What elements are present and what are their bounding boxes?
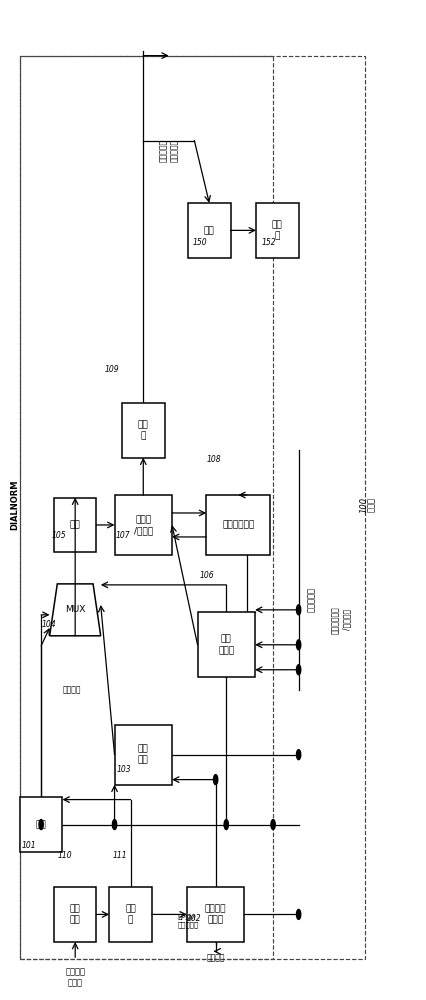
Circle shape <box>296 605 300 615</box>
Text: 107: 107 <box>115 531 130 540</box>
Text: 填充器
/格式器: 填充器 /格式器 <box>133 515 153 535</box>
Text: 响度
处理: 响度 处理 <box>138 745 148 765</box>
Text: 111: 111 <box>112 851 127 860</box>
Text: 级缓
冲器: 级缓 冲器 <box>69 904 81 924</box>
Text: 110: 110 <box>57 851 72 860</box>
Text: 109: 109 <box>105 365 119 374</box>
Text: 音频状态
验证器: 音频状态 验证器 <box>204 904 226 924</box>
Text: 已编码音频
输出比特流: 已编码音频 输出比特流 <box>159 139 178 162</box>
Bar <box>114 495 172 555</box>
Circle shape <box>296 640 300 650</box>
Text: 解码
器: 解码 器 <box>271 220 282 240</box>
Bar <box>122 403 164 458</box>
Bar <box>187 887 244 942</box>
Circle shape <box>213 775 217 785</box>
Text: 108: 108 <box>206 455 220 464</box>
Circle shape <box>112 820 116 830</box>
Bar <box>54 887 96 942</box>
Bar <box>109 887 151 942</box>
Bar <box>187 203 230 258</box>
Circle shape <box>39 820 43 830</box>
Text: 101: 101 <box>22 841 37 850</box>
Bar <box>206 495 270 555</box>
Circle shape <box>296 750 300 760</box>
Text: 解码: 解码 <box>36 820 46 829</box>
Circle shape <box>271 820 275 830</box>
Text: 解析
器: 解析 器 <box>125 904 135 924</box>
Text: 104: 104 <box>42 620 57 629</box>
Text: 响度状态: 响度状态 <box>206 953 225 962</box>
Text: 103: 103 <box>116 765 131 774</box>
Circle shape <box>296 665 300 675</box>
Text: 用户目标响度
/动态范围: 用户目标响度 /动态范围 <box>331 606 350 634</box>
Text: 编码器: 编码器 <box>366 497 374 512</box>
Text: 其他元数据: 其他元数据 <box>306 587 315 612</box>
Text: 编码: 编码 <box>69 520 81 529</box>
Circle shape <box>296 909 300 919</box>
Polygon shape <box>49 584 101 636</box>
Circle shape <box>224 820 228 830</box>
Bar <box>197 612 254 677</box>
Text: 音频数据: 音频数据 <box>62 685 81 694</box>
Text: 150: 150 <box>192 238 206 247</box>
Text: 元数
生成器: 元数 生成器 <box>218 635 234 655</box>
Text: LPSM
（元数据）: LPSM （元数据） <box>177 915 198 928</box>
Bar <box>20 797 62 852</box>
Bar <box>114 725 172 785</box>
Bar <box>256 203 298 258</box>
Text: 106: 106 <box>199 571 213 580</box>
Text: DIALNORM: DIALNORM <box>10 480 19 530</box>
Text: 102: 102 <box>186 914 201 923</box>
Bar <box>20 56 364 959</box>
Text: 递送: 递送 <box>203 226 214 235</box>
Text: 音频输入
比特流: 音频输入 比特流 <box>65 968 85 987</box>
Text: 会话响度测量: 会话响度测量 <box>222 520 254 529</box>
Bar <box>20 56 273 959</box>
Text: 100: 100 <box>359 497 368 513</box>
Text: 缓冲
器: 缓冲 器 <box>138 420 148 440</box>
Text: 152: 152 <box>261 238 275 247</box>
Text: 105: 105 <box>52 531 66 540</box>
Text: MUX: MUX <box>65 605 85 614</box>
Bar <box>54 498 96 552</box>
